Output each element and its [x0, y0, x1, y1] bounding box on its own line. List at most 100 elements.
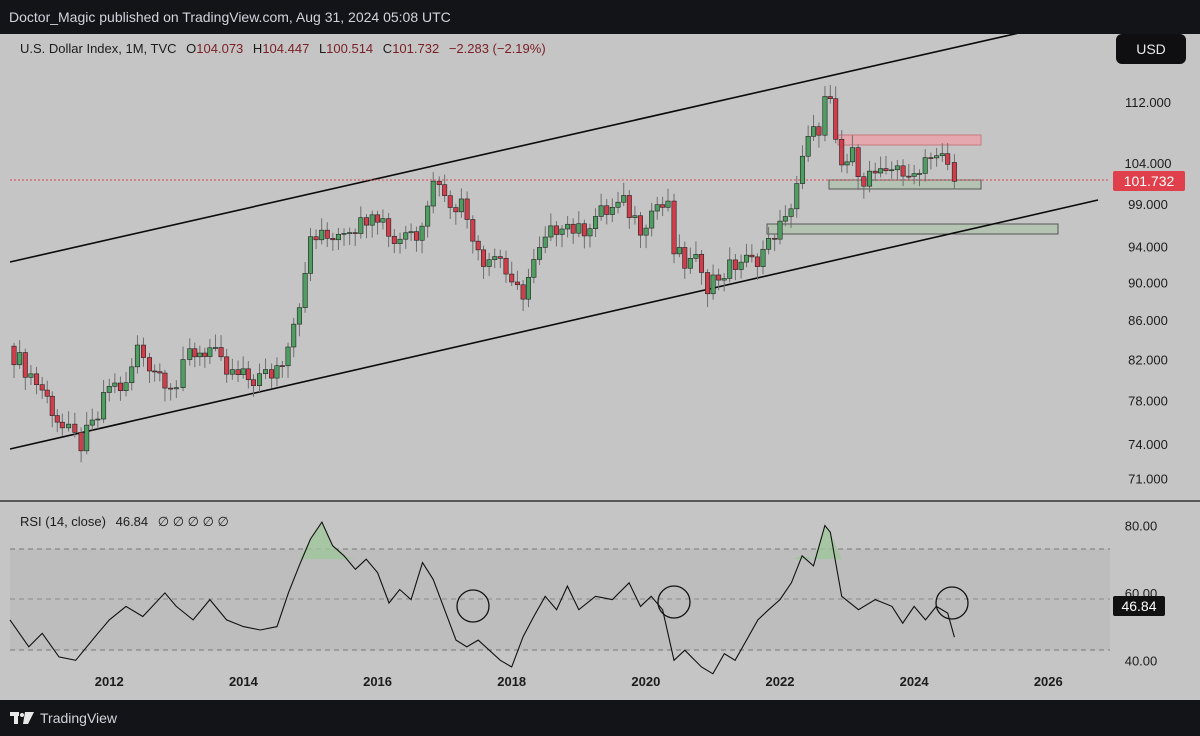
candle[interactable]: [442, 184, 448, 196]
candle[interactable]: [134, 344, 140, 368]
candle[interactable]: [621, 195, 627, 203]
candle[interactable]: [386, 218, 392, 237]
chart-panel[interactable]: 112.000 104.000 99.000 94.000 90.000 86.000 82…: [0, 29, 1200, 700]
candle[interactable]: [951, 162, 957, 182]
candle[interactable]: [849, 147, 855, 163]
candle[interactable]: [347, 232, 353, 234]
candle[interactable]: [782, 216, 788, 222]
candle[interactable]: [235, 369, 241, 375]
candle[interactable]: [548, 225, 554, 238]
candle[interactable]: [872, 170, 878, 174]
candle[interactable]: [839, 138, 845, 166]
candle[interactable]: [917, 173, 923, 175]
candle[interactable]: [330, 238, 336, 241]
candle[interactable]: [212, 347, 218, 349]
candle[interactable]: [676, 247, 682, 255]
candle[interactable]: [285, 346, 291, 367]
candle[interactable]: [867, 170, 873, 187]
candle[interactable]: [413, 231, 419, 241]
candle[interactable]: [363, 217, 369, 226]
candle[interactable]: [604, 205, 610, 215]
candle[interactable]: [358, 217, 364, 234]
candle[interactable]: [743, 254, 749, 263]
candle[interactable]: [643, 227, 649, 236]
candle[interactable]: [721, 278, 727, 281]
candle[interactable]: [106, 386, 112, 393]
candle[interactable]: [112, 382, 118, 387]
candle[interactable]: [553, 225, 559, 235]
candle[interactable]: [626, 195, 632, 218]
candle[interactable]: [844, 161, 850, 166]
candle[interactable]: [72, 423, 78, 433]
candle[interactable]: [777, 220, 783, 240]
candle[interactable]: [207, 347, 213, 357]
candle[interactable]: [39, 384, 45, 391]
candle[interactable]: [754, 256, 760, 267]
candle[interactable]: [760, 248, 766, 267]
candle[interactable]: [147, 357, 153, 372]
candle[interactable]: [436, 180, 442, 185]
candle[interactable]: [598, 205, 604, 217]
candle[interactable]: [559, 228, 565, 235]
candle[interactable]: [772, 238, 778, 240]
rsi-circle-2020[interactable]: [657, 585, 691, 619]
candle[interactable]: [660, 204, 666, 208]
candle[interactable]: [939, 153, 945, 157]
candle[interactable]: [906, 175, 912, 178]
candle[interactable]: [805, 136, 811, 157]
candle[interactable]: [861, 176, 867, 187]
candle[interactable]: [391, 235, 397, 244]
candle[interactable]: [766, 238, 772, 250]
candle[interactable]: [168, 387, 174, 390]
candle[interactable]: [716, 274, 722, 281]
support-zone-lower[interactable]: [766, 223, 1059, 235]
candle[interactable]: [229, 369, 235, 375]
candle[interactable]: [380, 218, 386, 223]
candle[interactable]: [95, 418, 101, 421]
support-zone-upper[interactable]: [828, 179, 982, 190]
candle[interactable]: [794, 183, 800, 210]
candle[interactable]: [319, 229, 325, 241]
candle[interactable]: [66, 423, 72, 429]
candle[interactable]: [202, 352, 208, 357]
candle[interactable]: [587, 228, 593, 237]
candle[interactable]: [140, 344, 146, 358]
candle[interactable]: [492, 256, 498, 261]
candle[interactable]: [710, 274, 716, 295]
candle[interactable]: [274, 365, 280, 379]
candle[interactable]: [687, 258, 693, 269]
candle[interactable]: [11, 345, 17, 366]
candle[interactable]: [665, 200, 671, 208]
candle[interactable]: [375, 214, 381, 223]
resistance-zone[interactable]: [837, 134, 982, 146]
candle[interactable]: [816, 126, 822, 136]
candle[interactable]: [269, 369, 275, 379]
candle[interactable]: [609, 206, 615, 215]
candle[interactable]: [425, 205, 431, 227]
candle[interactable]: [475, 240, 481, 251]
candle[interactable]: [250, 379, 256, 386]
candle[interactable]: [464, 198, 470, 220]
candle[interactable]: [101, 392, 107, 420]
candle[interactable]: [576, 223, 582, 234]
candle[interactable]: [257, 373, 263, 386]
candle[interactable]: [632, 215, 638, 218]
candle[interactable]: [928, 157, 934, 159]
candle[interactable]: [481, 249, 487, 267]
candle[interactable]: [654, 204, 660, 212]
candle[interactable]: [537, 247, 543, 260]
candle[interactable]: [738, 261, 744, 270]
candle[interactable]: [84, 424, 90, 452]
candle[interactable]: [637, 215, 643, 236]
candle[interactable]: [470, 219, 476, 242]
candle[interactable]: [593, 216, 599, 229]
candle[interactable]: [615, 201, 621, 208]
candle[interactable]: [788, 208, 794, 217]
candle[interactable]: [855, 147, 861, 177]
candle[interactable]: [682, 247, 688, 269]
candle[interactable]: [497, 256, 503, 259]
candle[interactable]: [89, 419, 95, 426]
candle[interactable]: [49, 395, 55, 416]
candle[interactable]: [279, 365, 285, 367]
